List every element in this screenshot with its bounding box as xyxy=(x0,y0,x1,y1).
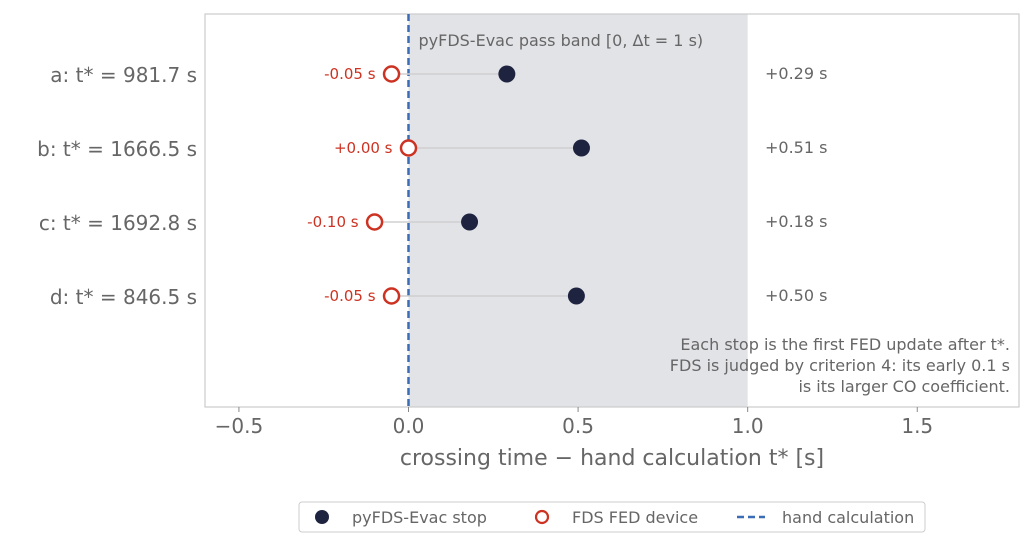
x-tick-label: 0.0 xyxy=(393,414,425,438)
category-labels: a: t* = 981.7 s b: t* = 1666.5 s c: t* = 1… xyxy=(37,63,197,309)
plot-area: pyFDS-Evac pass band [0, Δt = 1 s) -0.05 … xyxy=(204,13,1020,408)
evac-value-label: +0.29 s xyxy=(765,64,827,83)
evac-value-label: +0.18 s xyxy=(765,212,827,231)
category-label: b: t* = 1666.5 s xyxy=(37,137,197,161)
legend-fds-marker xyxy=(534,509,550,525)
x-tick-label: 1.0 xyxy=(732,414,764,438)
annotation-note: Each stop is the first FED update after … xyxy=(670,335,1010,396)
evac-stop-point xyxy=(567,287,585,305)
pass-band-label: pyFDS-Evac pass band [0, Δt = 1 s) xyxy=(419,31,704,50)
fds-value-label: +0.00 s xyxy=(334,139,393,157)
fds-value-label: -0.05 s xyxy=(324,287,376,305)
x-tick-label: 1.5 xyxy=(901,414,933,438)
fds-value-label: -0.10 s xyxy=(307,213,359,231)
category-label: c: t* = 1692.8 s xyxy=(39,211,197,235)
category-label: d: t* = 846.5 s xyxy=(50,285,197,309)
evac-stop-point xyxy=(572,139,590,157)
fds-device-point xyxy=(365,213,384,231)
fds-device-point xyxy=(399,139,418,157)
evac-stop-point xyxy=(498,65,516,83)
x-tick-label: 0.5 xyxy=(562,414,594,438)
legend: pyFDS-Evac stop FDS FED device hand calcul… xyxy=(298,501,926,533)
annotation-line: FDS is judged by criterion 4: its early … xyxy=(670,356,1010,375)
evac-value-label: +0.51 s xyxy=(765,138,827,157)
annotation-line: is its larger CO coefficient. xyxy=(798,377,1010,396)
x-tick-label: −0.5 xyxy=(215,414,264,438)
legend-box xyxy=(298,501,926,533)
legend-hand-calc-label: hand calculation xyxy=(782,508,914,527)
plot-frame xyxy=(204,13,1020,408)
evac-stop-point xyxy=(461,213,479,231)
x-axis: −0.5 0.0 0.5 1.0 1.5 crossing time − hand cal… xyxy=(215,407,933,471)
legend-fds-label: FDS FED device xyxy=(572,508,698,527)
fds-device-point xyxy=(382,287,401,305)
legend-evac-label: pyFDS-Evac stop xyxy=(352,508,487,527)
pass-band xyxy=(408,14,748,407)
evac-value-label: +0.50 s xyxy=(765,286,827,305)
x-axis-title: crossing time − hand calculation t* [s] xyxy=(400,446,824,471)
annotation-line: Each stop is the first FED update after … xyxy=(680,335,1010,354)
category-label: a: t* = 981.7 s xyxy=(50,63,197,87)
legend-evac-marker xyxy=(315,510,329,524)
fds-device-point xyxy=(382,65,401,83)
fds-value-label: -0.05 s xyxy=(324,65,376,83)
